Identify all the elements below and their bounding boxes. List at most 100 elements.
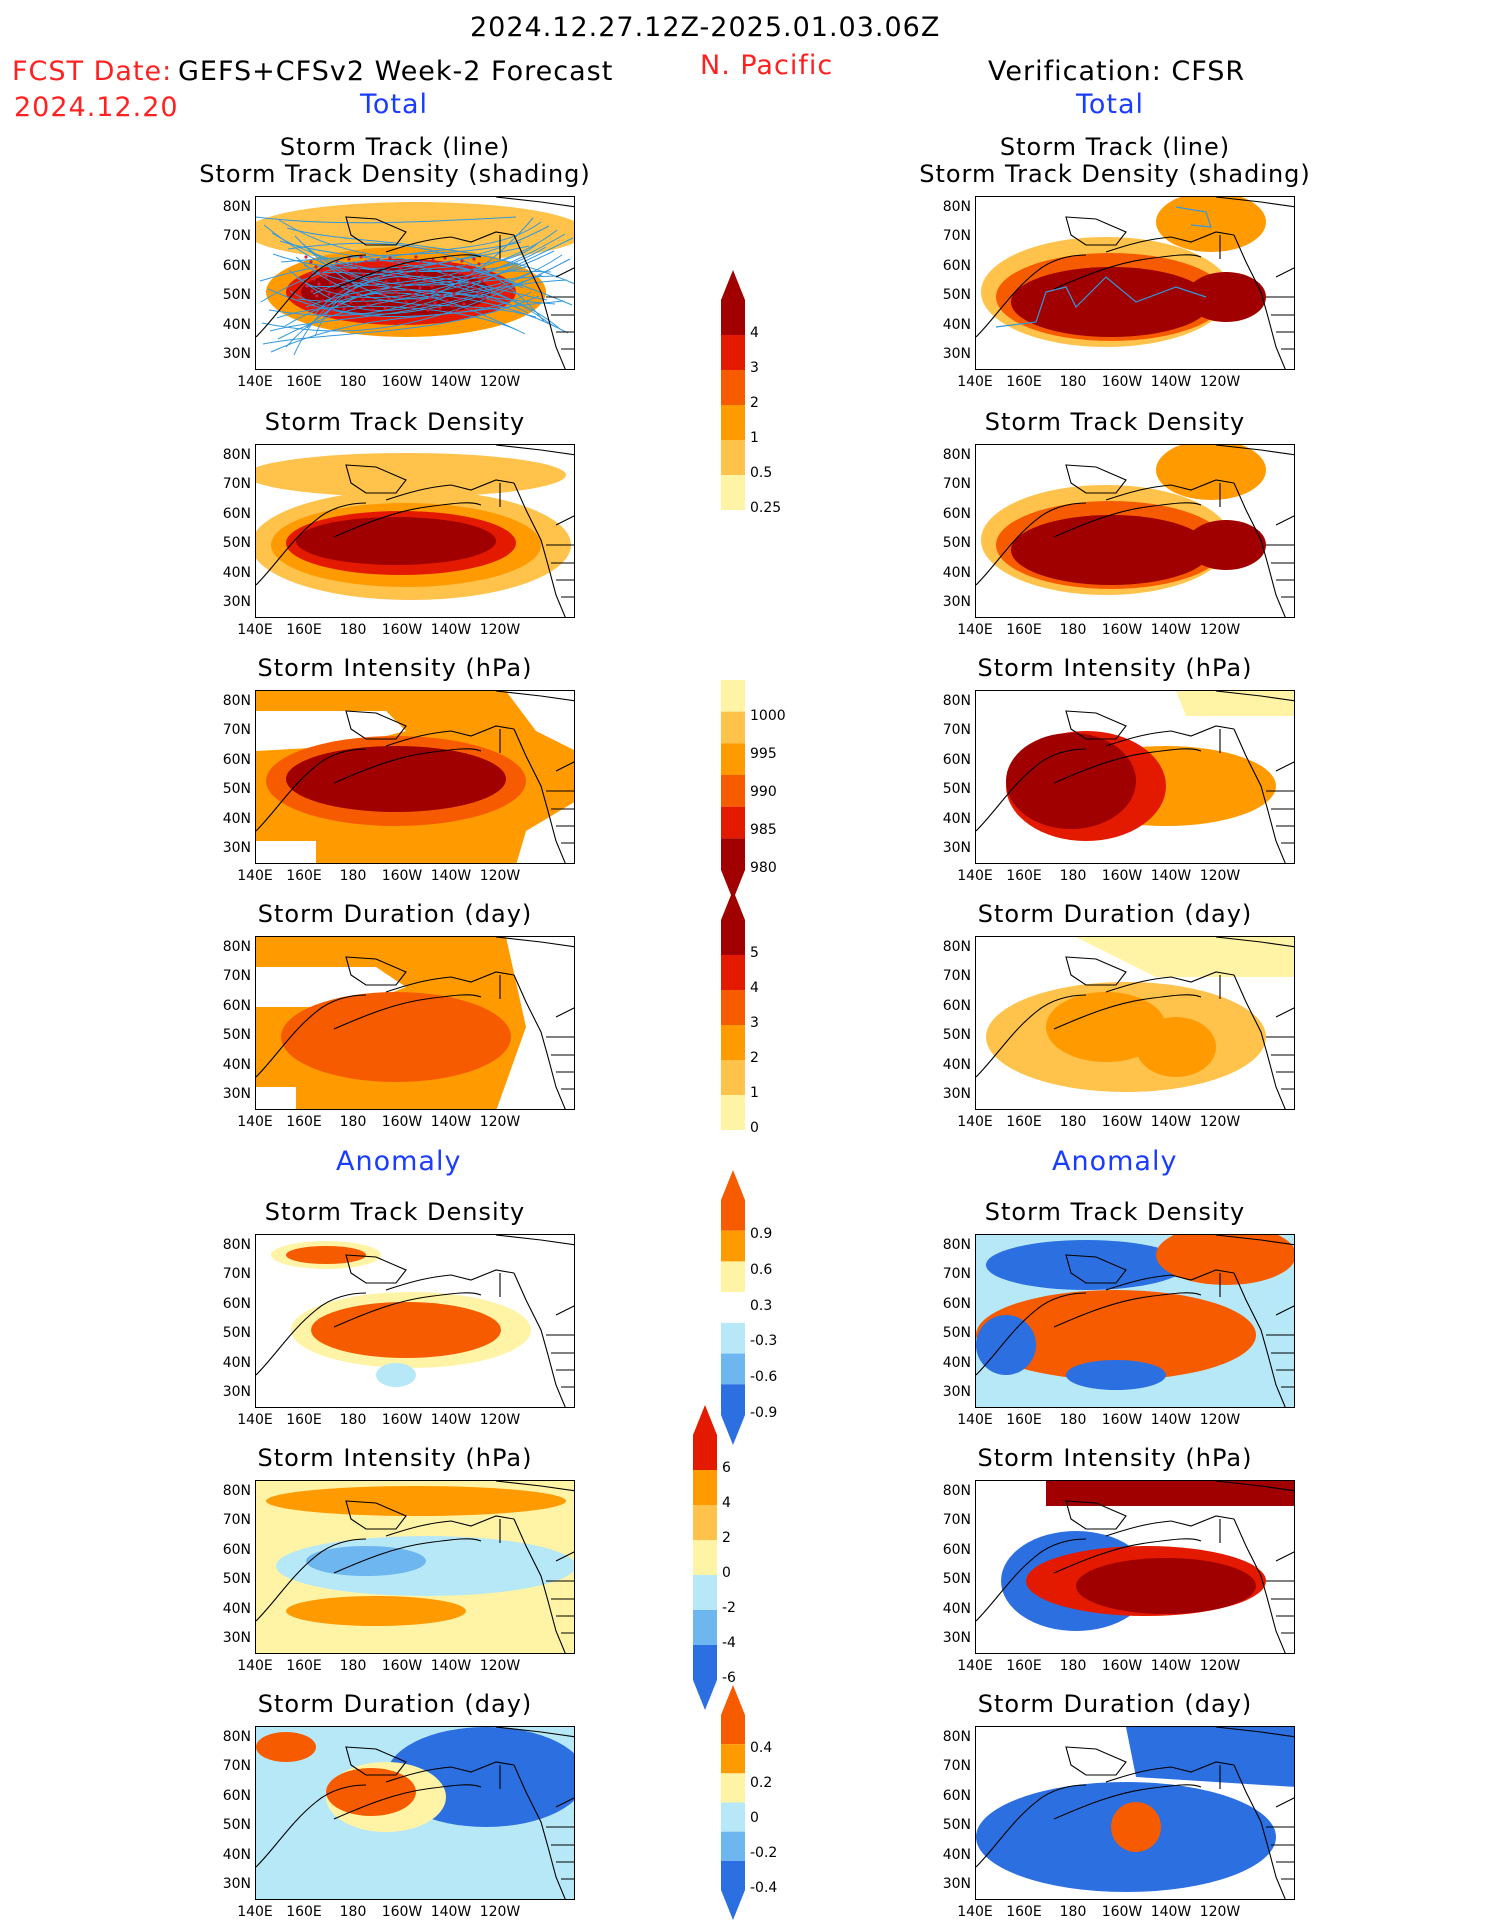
anomaly-negative-south bbox=[1066, 1360, 1166, 1390]
track-point bbox=[356, 293, 360, 297]
lat-label: 30N bbox=[942, 346, 971, 362]
aleutians bbox=[1053, 254, 1202, 290]
track-point bbox=[350, 274, 354, 278]
lat-label: 70N bbox=[942, 968, 971, 985]
aleutians bbox=[1053, 748, 1202, 784]
lat-label: 30N bbox=[222, 1384, 251, 1400]
track-line bbox=[289, 274, 543, 315]
intensity-colorbar bbox=[721, 680, 745, 900]
lat-label: 70N bbox=[222, 1758, 251, 1775]
lat-label: 70N bbox=[222, 968, 251, 985]
lat-label: 80N bbox=[942, 1729, 971, 1745]
lat-label: 30N bbox=[222, 1086, 251, 1102]
track-point bbox=[376, 258, 380, 262]
lon-label: 160W bbox=[1101, 1658, 1143, 1674]
colorbar-tick: 0.2 bbox=[750, 1775, 773, 1791]
lon-label: 140W bbox=[1150, 1904, 1192, 1920]
colorbar-swatch bbox=[693, 1610, 717, 1645]
alaska-coast bbox=[1105, 231, 1235, 253]
track-point bbox=[435, 289, 439, 293]
americas-coast bbox=[1233, 1764, 1286, 1899]
fcst-date-label: FCST Date: bbox=[12, 56, 173, 87]
track-point bbox=[312, 277, 316, 281]
colorbar-swatch bbox=[721, 1831, 745, 1861]
lon-label: 180 bbox=[1059, 1114, 1087, 1130]
panel-title: Storm Duration (day) bbox=[977, 1690, 1253, 1718]
track-point bbox=[458, 271, 462, 275]
lon-label: 160W bbox=[1101, 622, 1143, 638]
forecast-anomaly-heading: Anomaly bbox=[336, 1146, 462, 1177]
panel-title: Storm Duration (day) bbox=[977, 900, 1253, 928]
lat-label: 50N bbox=[942, 535, 971, 552]
track-point bbox=[425, 279, 429, 283]
colorbar-swatch bbox=[693, 1645, 717, 1680]
lon-label: 120W bbox=[1199, 622, 1241, 638]
track-point bbox=[455, 309, 459, 313]
chukotka-coast bbox=[1065, 464, 1127, 494]
panel-title: Storm Track (line) bbox=[999, 133, 1231, 161]
lon-label: 160E bbox=[286, 1412, 322, 1428]
colorbar-tick: 5 bbox=[750, 945, 759, 961]
lon-label: 140W bbox=[430, 622, 472, 638]
alaska-coast bbox=[385, 479, 515, 501]
duration-low bbox=[1076, 937, 1294, 977]
track-point bbox=[330, 309, 334, 313]
track-point bbox=[393, 261, 397, 265]
density-arctic bbox=[1156, 197, 1266, 252]
track-point bbox=[411, 293, 415, 297]
colorbar-end-high bbox=[721, 1685, 745, 1715]
track-point bbox=[367, 277, 371, 281]
map-panel-v-intensity bbox=[975, 690, 1295, 864]
colorbar-swatch bbox=[693, 1575, 717, 1610]
asia-coast bbox=[976, 254, 1087, 338]
lat-label: 30N bbox=[942, 840, 971, 856]
asia-coast bbox=[256, 502, 367, 586]
colorbar-swatch bbox=[721, 1715, 745, 1745]
colorbar-swatch bbox=[693, 1435, 717, 1470]
panel-title: Storm Intensity (hPa) bbox=[257, 654, 533, 682]
track-point bbox=[315, 294, 319, 298]
track-point bbox=[465, 264, 469, 268]
track-point bbox=[337, 302, 341, 306]
chukotka-coast bbox=[345, 710, 407, 740]
coastline bbox=[976, 1481, 1294, 1653]
track-point bbox=[383, 306, 387, 310]
lon-label: 140W bbox=[1150, 374, 1192, 390]
lon-label: 180 bbox=[339, 1904, 367, 1920]
track-point bbox=[460, 259, 464, 263]
lat-label: 30N bbox=[222, 1876, 251, 1892]
track-point bbox=[342, 307, 346, 311]
track-point bbox=[346, 283, 350, 287]
lat-label: 40N bbox=[942, 1056, 971, 1073]
lon-label: 160E bbox=[286, 1658, 322, 1674]
panel-title: Storm Track Density bbox=[264, 408, 526, 436]
lon-label: 140E bbox=[957, 374, 993, 390]
lon-label: 180 bbox=[339, 1658, 367, 1674]
lon-label: 140W bbox=[430, 868, 472, 884]
lat-label: 50N bbox=[942, 1817, 971, 1834]
lon-label: 120W bbox=[1199, 1412, 1241, 1428]
density-arctic bbox=[1156, 445, 1266, 500]
track-line bbox=[269, 254, 563, 332]
panel-title: Storm Track Density bbox=[984, 408, 1246, 436]
lat-label: 40N bbox=[222, 1846, 251, 1863]
lon-label: 120W bbox=[1199, 868, 1241, 884]
track-point bbox=[478, 291, 482, 295]
asia-coast bbox=[256, 994, 367, 1078]
track-point bbox=[313, 306, 317, 310]
lat-label: 50N bbox=[222, 287, 251, 304]
chukotka-coast bbox=[345, 956, 407, 986]
lat-label: 80N bbox=[942, 693, 971, 709]
lat-label: 60N bbox=[222, 505, 251, 522]
colorbar-swatch bbox=[721, 1860, 745, 1890]
panel-title: Storm Track Density (shading) bbox=[919, 160, 1311, 188]
track-point bbox=[406, 288, 410, 292]
track-point bbox=[436, 263, 440, 267]
lon-label: 180 bbox=[339, 1114, 367, 1130]
anomaly-positive bbox=[1111, 1802, 1161, 1852]
lat-label: 70N bbox=[222, 722, 251, 739]
alaska-coast bbox=[385, 1761, 515, 1783]
coastline bbox=[256, 197, 574, 369]
track-point bbox=[415, 269, 419, 273]
colorbar-end-high bbox=[721, 890, 745, 920]
